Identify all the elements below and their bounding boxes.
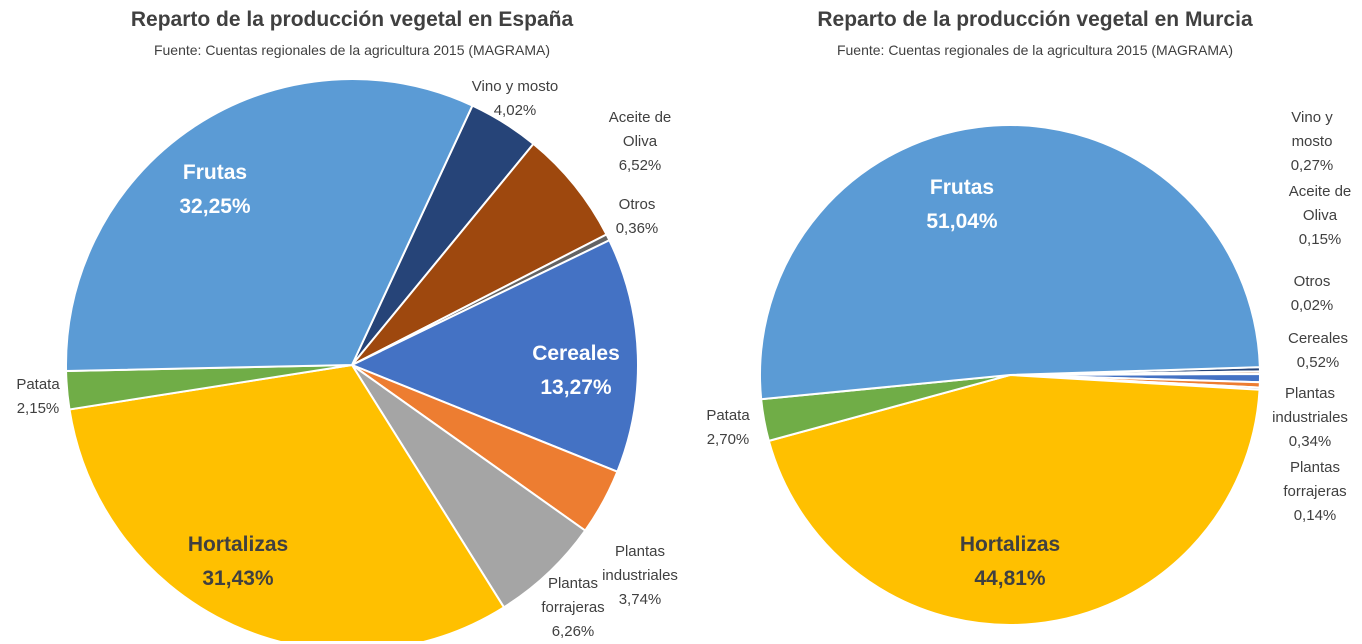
data-label: Plantas forrajeras 0,14% — [1270, 456, 1360, 528]
value-label: 0,52% — [1296, 354, 1340, 371]
category-label: Aceite de Oliva — [1288, 183, 1352, 224]
pie-slice — [65, 77, 474, 373]
data-label: Plantas industriales 0,34% — [1260, 382, 1360, 454]
data-label: Plantas forrajeras 6,26% — [528, 572, 618, 644]
value-label: 0,15% — [1298, 231, 1342, 248]
value-label: 0,02% — [1290, 297, 1334, 314]
value-label: 0,27% — [1290, 157, 1334, 174]
category-label: Vino y mosto — [1291, 109, 1333, 150]
value-label: 3,74% — [618, 591, 662, 608]
category-label: Plantas industriales — [1272, 385, 1348, 426]
value-label: 13,27% — [540, 376, 612, 399]
category-label: Patata — [706, 407, 750, 424]
category-label: Otros — [1293, 273, 1331, 290]
value-label: 0,34% — [1288, 433, 1332, 450]
pie-slice — [351, 142, 608, 366]
category-label: Frutas — [929, 176, 995, 199]
value-label: 32,25% — [179, 195, 251, 218]
chart-subtitle: Fuente: Cuentas regionales de la agricul… — [153, 42, 551, 58]
category-label: Plantas industriales — [602, 543, 678, 584]
value-label: 31,43% — [202, 567, 274, 590]
value-label: 0,14% — [1293, 507, 1337, 524]
value-label: 2,15% — [16, 400, 60, 417]
category-label: Frutas — [182, 161, 248, 184]
data-label: Cereales 13,27% — [516, 337, 636, 405]
category-label: Otros — [618, 196, 656, 213]
category-label: Cereales — [1287, 330, 1349, 347]
pie-slice — [767, 373, 1261, 626]
chart-subtitle: Fuente: Cuentas regionales de la agricul… — [836, 42, 1234, 58]
data-label: Vino y mosto 0,27% — [1282, 106, 1342, 178]
category-label: Cereales — [532, 342, 620, 365]
pie-slice — [759, 124, 1261, 401]
chart-title: Reparto de la producción vegetal en Espa… — [130, 8, 574, 31]
data-label: Cereales 0,52% — [1278, 327, 1358, 375]
data-label: Patata 2,15% — [3, 373, 73, 421]
data-label: Otros 0,36% — [607, 193, 667, 241]
pie-slice — [68, 363, 506, 641]
data-label: Patata 2,70% — [698, 404, 758, 452]
value-label: 6,52% — [618, 157, 662, 174]
value-label: 44,81% — [974, 567, 1046, 590]
data-label: Aceite de Oliva 6,52% — [595, 106, 685, 178]
value-label: 2,70% — [706, 431, 750, 448]
category-label: Patata — [16, 376, 60, 393]
category-label: Aceite de Oliva — [608, 109, 672, 150]
category-label: Plantas forrajeras — [541, 575, 605, 616]
data-label: Frutas 32,25% — [155, 156, 275, 224]
data-label: Vino y mosto 4,02% — [455, 75, 575, 123]
pie-slice — [349, 238, 639, 474]
data-label: Aceite de Oliva 0,15% — [1280, 180, 1360, 252]
data-label: Hortalizas 31,43% — [163, 528, 313, 596]
category-label: Hortalizas — [187, 533, 289, 556]
value-label: 4,02% — [493, 102, 537, 119]
value-label: 51,04% — [926, 210, 998, 233]
value-label: 6,26% — [551, 623, 595, 640]
value-label: 0,36% — [615, 220, 659, 237]
data-label: Plantas industriales 3,74% — [585, 540, 695, 612]
category-label: Plantas forrajeras — [1283, 459, 1347, 500]
chart-title: Reparto de la producción vegetal en Murc… — [817, 8, 1253, 31]
data-label: Otros 0,02% — [1282, 270, 1342, 318]
category-label: Vino y mosto — [471, 78, 559, 95]
data-label: Hortalizas 44,81% — [935, 528, 1085, 596]
category-label: Hortalizas — [959, 533, 1061, 556]
data-label: Frutas 51,04% — [902, 171, 1022, 239]
